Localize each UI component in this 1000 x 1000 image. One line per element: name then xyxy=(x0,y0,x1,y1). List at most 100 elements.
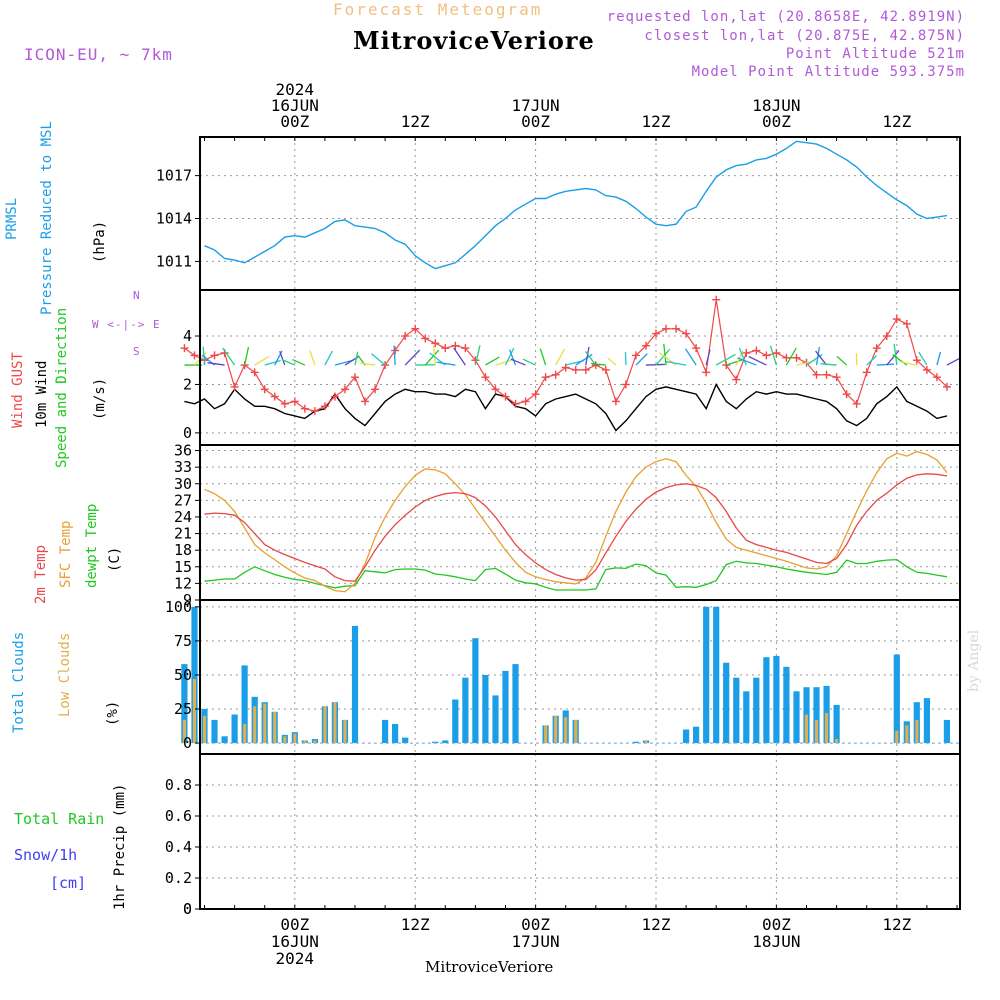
wind-arrow xyxy=(436,361,456,366)
bottom-time-label: 00Z xyxy=(280,915,309,934)
wind-arrow xyxy=(371,353,386,366)
bottom-time-label: 2024 xyxy=(276,949,315,968)
compass-n: N xyxy=(133,289,141,302)
value-tick-label: 12 xyxy=(174,574,192,592)
low-cloud-bar xyxy=(343,719,347,744)
value-tick-label: 24 xyxy=(174,508,192,526)
wind-arrow xyxy=(748,355,767,366)
bottom-time-label: 12Z xyxy=(882,915,911,934)
value-tick-label: 4 xyxy=(183,327,192,345)
total-cloud-bar xyxy=(502,670,509,744)
total-cloud-bar xyxy=(943,719,950,744)
panel-frame xyxy=(199,289,961,446)
total-cloud-bar xyxy=(211,719,218,744)
total-cloud-bar xyxy=(743,691,750,744)
value-tick-label: 25 xyxy=(174,700,192,718)
value-tick-label: 0 xyxy=(183,900,192,918)
low-cloud-bar xyxy=(644,740,648,744)
low-cloud-bar xyxy=(253,706,257,744)
wind-arrow xyxy=(892,354,908,366)
wind-arrow xyxy=(281,358,296,366)
total-cloud-bar xyxy=(753,677,760,744)
wind-arrow xyxy=(555,348,566,366)
value-tick-label: 15 xyxy=(174,558,192,576)
bottom-time-label: 17JUN xyxy=(512,932,560,951)
total-cloud-bar xyxy=(492,695,499,744)
grid-layer xyxy=(200,137,960,910)
wind-arrow xyxy=(815,346,821,366)
value-tick-label: 1017 xyxy=(156,167,192,185)
wind-arrow xyxy=(893,343,898,366)
wind-arrow xyxy=(254,355,270,366)
wind-arrow xyxy=(354,351,359,366)
total-cloud-bar xyxy=(392,724,399,744)
total-cloud-bar xyxy=(923,698,930,744)
total-cloud-bar xyxy=(181,664,188,744)
value-tick-label: 0 xyxy=(183,900,192,918)
wind-arrow xyxy=(510,358,526,366)
closest-coords: closest lon,lat (20.875E, 42.875N) xyxy=(644,28,965,44)
wind-arrow xyxy=(324,350,333,366)
value-tick-label: 21 xyxy=(174,525,192,543)
low-cloud-bar xyxy=(323,706,327,744)
total-cloud-bar xyxy=(512,664,519,744)
wind-arrow xyxy=(244,346,250,366)
wind-arrow xyxy=(474,345,481,366)
wind-arrow xyxy=(591,362,606,366)
total-cloud-bar xyxy=(693,726,700,744)
value-tick-label: 0.4 xyxy=(165,838,192,856)
low-cloud-bar xyxy=(574,719,578,744)
wind-arrow xyxy=(292,358,306,366)
value-tick-label: 75 xyxy=(174,632,192,650)
low-cloud-bar xyxy=(544,725,548,744)
sfc-temp-line xyxy=(204,450,948,593)
low-cloud-bar xyxy=(895,730,899,744)
top-time-label: 12Z xyxy=(642,112,671,131)
panel-frame xyxy=(199,444,961,601)
wind-arrow xyxy=(655,348,671,366)
top-time-label: 2024 xyxy=(276,80,315,99)
total-cloud-bar xyxy=(432,741,439,744)
wind-arrow xyxy=(424,349,440,366)
wind-arrow xyxy=(607,357,617,366)
top-time-label: 18JUN xyxy=(752,96,800,115)
low-cloud-bar xyxy=(905,725,909,744)
wind-arrow xyxy=(393,345,396,366)
requested-coords: requested lon,lat (20.8658E, 42.8919N) xyxy=(606,9,965,25)
value-tick-label: 100 xyxy=(165,598,192,616)
compass-s: S xyxy=(133,345,141,358)
low-cloud-bar xyxy=(293,733,297,744)
total-cloud-bar xyxy=(231,714,238,744)
wind-arrow xyxy=(666,360,687,366)
location-title: MitroviceVeriore xyxy=(353,26,595,55)
wind-arrow xyxy=(900,361,917,366)
total-cloud-bar xyxy=(723,662,730,744)
data-layer xyxy=(180,140,960,910)
wind-arrow xyxy=(815,350,828,366)
low-cloud-bar xyxy=(273,711,277,744)
compass-we: W <-|-> E xyxy=(92,318,161,331)
model-altitude: Model Point Altitude 593.375m xyxy=(691,64,965,80)
panel-frame xyxy=(199,599,961,755)
total-cloud-bar xyxy=(793,691,800,744)
wind-arrow xyxy=(432,345,436,366)
total-cloud-bar xyxy=(452,699,459,744)
wind-arrow xyxy=(309,350,316,366)
top-time-label: 00Z xyxy=(762,112,791,131)
wind-arrow xyxy=(684,348,697,366)
wind-arrow xyxy=(769,345,778,366)
wind-arrow xyxy=(453,347,466,366)
value-tick-label: 36 xyxy=(174,442,192,460)
total-cloud-bar xyxy=(763,657,770,744)
total-cloud-bar xyxy=(482,675,489,744)
point-altitude: Point Altitude 521m xyxy=(785,46,965,62)
total-cloud-bar xyxy=(833,704,840,744)
total-cloud-bar xyxy=(382,719,389,744)
wind-arrow xyxy=(585,346,590,366)
low-cloud-bar xyxy=(915,719,919,744)
top-time-label: 16JUN xyxy=(271,96,319,115)
low-cloud-bar xyxy=(835,739,839,744)
wind-arrow xyxy=(485,356,500,366)
